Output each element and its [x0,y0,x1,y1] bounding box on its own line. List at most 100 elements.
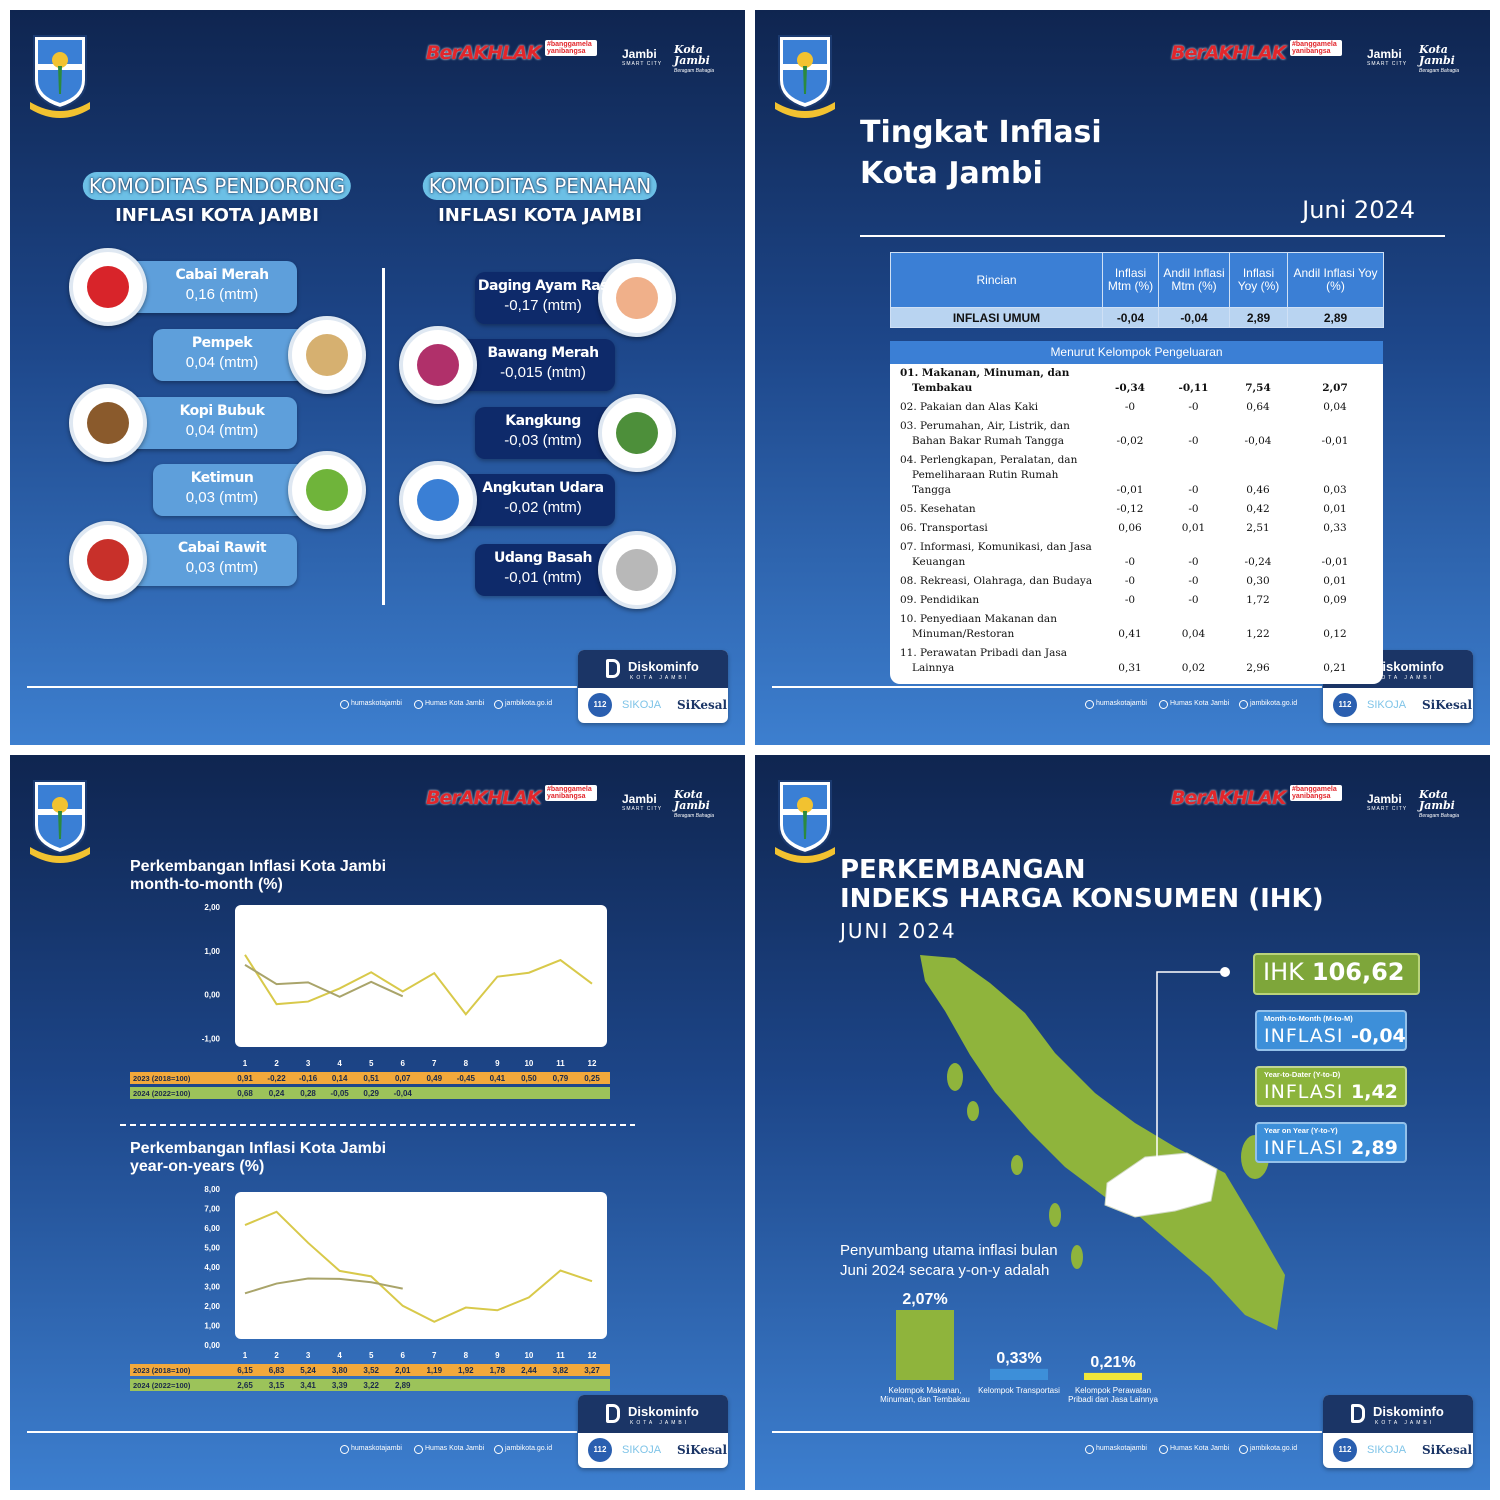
bangga-logo: #banggamelayanibangsa [1290,40,1342,56]
diskominfo-icon [1351,1404,1365,1423]
x-tick-label: 7 [432,1351,437,1360]
card-value: 2,89 [1351,1137,1398,1159]
commodity-icon-fill [616,549,658,591]
app-sikoja: SIKOJA [1367,699,1407,711]
footer-line [27,686,577,688]
value-label: 0,91 [237,1074,253,1083]
x-tick-label: 12 [588,1059,597,1068]
value-label: 2,07% [902,1291,947,1308]
row-value: -0 [1188,594,1199,606]
commodity-name: Udang Basah [493,550,593,566]
diskominfo-name: Diskominfo [1373,659,1444,674]
general-cell: 2,89 [1287,307,1384,328]
row-value: 0,01 [1181,522,1206,534]
commodity-name: Pempek [191,335,253,351]
value-label: 0,51 [363,1074,379,1083]
city-logo [30,780,90,863]
value-label: 1,78 [490,1366,506,1375]
row-value: 0,31 [1118,662,1142,674]
commodity-icon [69,248,147,326]
value-label: -0,05 [331,1089,350,1098]
commodity-name: Cabai Rawit [177,540,267,556]
smart-city-logo: Jambi [1367,47,1402,61]
row-value: -0,01 [1321,556,1349,568]
row-value: 0,01 [1323,575,1347,587]
app-sikesal: SiKesal [677,1443,728,1457]
row-label: 01. Makanan, Minuman, dan Tembakau [900,367,1070,394]
row-value: -0 [1188,401,1199,413]
row-value: 2,07 [1322,382,1348,394]
x-tick-label: 6 [401,1351,406,1360]
map-part [947,1063,963,1091]
footer-line [772,686,1322,688]
y-tick-label: 1,00 [204,947,220,956]
berakhlak-logo: BerAKHLAK [1171,42,1287,64]
value-label: 2,89 [395,1381,411,1390]
value-label: 1,19 [426,1366,442,1375]
logo-part [58,811,62,839]
value-label: 0,29 [363,1089,379,1098]
series-line [244,954,593,1016]
row-label: 07. Informasi, Komunikasi, dan Jasa Keua… [900,541,1092,568]
sumatra-map [920,955,1285,1330]
section-title: KOMODITAS PENDORONG [82,172,352,200]
row-value: 2,96 [1246,662,1270,674]
bangga-logo: #banggamelayanibangsa [545,785,597,801]
row-value: 0,33 [1323,522,1347,534]
x-tick-label: 3 [306,1059,311,1068]
commodity-icon [288,316,366,394]
map-part [967,1101,979,1121]
app-112: 112 [1333,693,1357,717]
diskominfo-header: Diskominfo KOTA JAMBI [578,650,728,688]
commodity-icon-fill [417,344,459,386]
panel-line-charts: BerAKHLAK #banggamelayanibangsa Jambi SMART… [10,755,745,1490]
series-line [244,1277,403,1295]
value-label: 0,25 [584,1074,600,1083]
table-title: Tingkat Inflasi [860,115,1102,150]
social-icon [1239,1445,1248,1454]
row-value: -0 [1124,575,1136,587]
footer-line [772,1431,1322,1433]
header-cell: Andil Inflasi Mtm (%) [1158,252,1230,308]
row-value: -0,02 [1116,435,1144,447]
value-label: 0,24 [269,1089,285,1098]
row-value: -0,01 [1116,484,1144,496]
map-part [1071,1245,1083,1269]
logo-part [803,66,807,94]
app-sikesal: SiKesal [1422,698,1473,712]
x-tick-label: 6 [401,1059,406,1068]
value-label: -0,22 [267,1074,286,1083]
map-part [1156,971,1225,1165]
section-subtitle: INFLASI KOTA JAMBI [115,205,319,226]
card-caption: Year on Year (Y-to-Y) [1264,1126,1338,1135]
berakhlak-logo: BerAKHLAK [426,42,542,64]
row-label: 08. Rekreasi, Olahraga, dan Budaya [900,575,1093,587]
smart-city-sub: SMART CITY [1367,61,1408,67]
chart-title: Perkembangan Inflasi Kota Jambi [130,1140,386,1157]
commodity-icon-fill [87,266,129,308]
smart-city-logo: Jambi [622,47,657,61]
commodity-icon [598,531,676,609]
row-value: 0,30 [1246,575,1270,587]
x-tick-label: 8 [464,1059,469,1068]
diskominfo-header: Diskominfo KOTA JAMBI [1323,1395,1473,1433]
x-tick-label: Kelompok Perawatan Pribadi dan Jasa Lain… [1068,1386,1158,1404]
legend-row [130,1087,610,1099]
x-tick-label: 4 [337,1351,342,1360]
value-label: 0,28 [300,1089,316,1098]
ihk-title: INDEKS HARGA KONSUMEN (IHK) [840,884,1324,914]
commodity-value: 0,04 (mtm) [185,422,259,439]
footer-line [27,1431,577,1433]
header-cell: Inflasi Mtm (%) [1102,252,1159,308]
divider [382,268,385,605]
table-row: 07. Informasi, Komunikasi, dan Jasa Keua… [890,538,1383,572]
app-sikesal: SiKesal [1422,1443,1473,1457]
row-label: 09. Pendidikan [900,594,980,606]
ihk-label: IHK [1263,958,1304,986]
app-sikoja: SIKOJA [622,699,662,711]
inflation-table: Rincian Inflasi Mtm (%) Andil Inflasi Mtm … [890,252,1384,684]
y-tick-label: 0,00 [204,991,220,1000]
social-handle: humaskotajambi [1096,1445,1147,1452]
kota-jambi-logo: Kota Jambi [1419,788,1455,812]
smart-city-sub: SMART CITY [622,61,663,67]
